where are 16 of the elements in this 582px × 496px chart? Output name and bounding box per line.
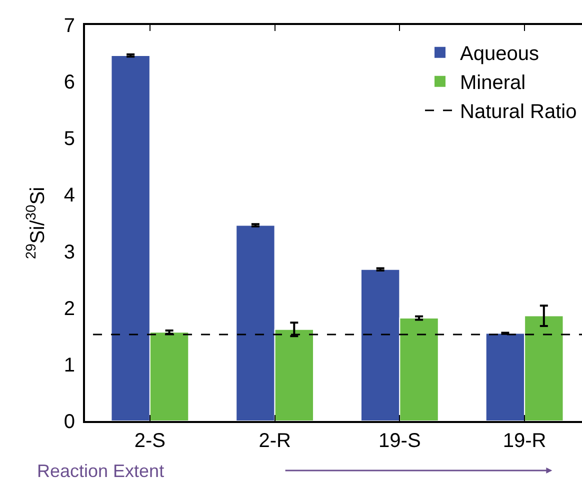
y-tick-label: 2 xyxy=(64,298,75,320)
y-tick-label: 1 xyxy=(64,354,75,376)
x-axis-title: Reaction Extent xyxy=(37,461,164,481)
legend-label: Aqueous xyxy=(460,43,539,66)
y-tick-label: 3 xyxy=(64,241,75,264)
y-tick-label: 5 xyxy=(64,128,75,150)
legend-label: Natural Ratio xyxy=(460,101,577,124)
y-tick-label: 4 xyxy=(64,184,75,207)
y-tick-label: 7 xyxy=(64,15,75,37)
x-tick-label: 19-S xyxy=(378,430,421,452)
x-tick-label: 2-R xyxy=(258,430,291,452)
y-tick-label: 0 xyxy=(64,411,75,433)
legend-label: Mineral xyxy=(460,72,526,94)
x-tick-label: 19-R xyxy=(502,430,546,452)
y-tick-label: 6 xyxy=(64,72,75,94)
x-tick-label: 2-S xyxy=(134,430,166,452)
